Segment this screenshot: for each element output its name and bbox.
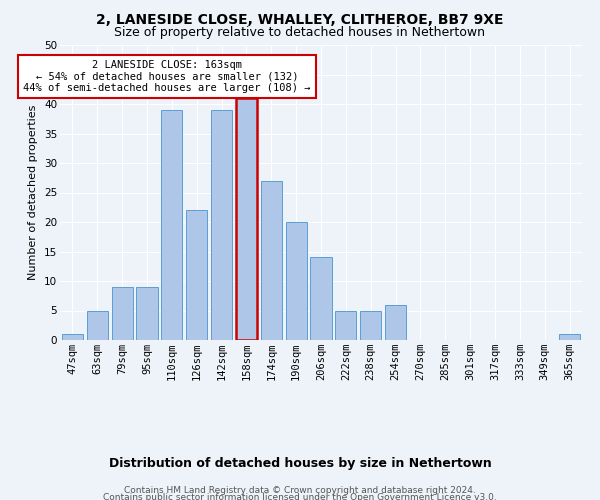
Bar bbox=[559, 334, 580, 340]
Y-axis label: Number of detached properties: Number of detached properties bbox=[28, 105, 38, 280]
Bar bbox=[161, 110, 182, 340]
Bar bbox=[360, 310, 381, 340]
Bar bbox=[236, 98, 257, 340]
Text: 2, LANESIDE CLOSE, WHALLEY, CLITHEROE, BB7 9XE: 2, LANESIDE CLOSE, WHALLEY, CLITHEROE, B… bbox=[96, 12, 504, 26]
Bar bbox=[335, 310, 356, 340]
Bar bbox=[211, 110, 232, 340]
Text: Contains public sector information licensed under the Open Government Licence v3: Contains public sector information licen… bbox=[103, 494, 497, 500]
Bar bbox=[112, 287, 133, 340]
Bar bbox=[310, 258, 332, 340]
Text: Distribution of detached houses by size in Nethertown: Distribution of detached houses by size … bbox=[109, 458, 491, 470]
Bar bbox=[261, 180, 282, 340]
Bar bbox=[62, 334, 83, 340]
Bar bbox=[286, 222, 307, 340]
Bar bbox=[136, 287, 158, 340]
Text: Contains HM Land Registry data © Crown copyright and database right 2024.: Contains HM Land Registry data © Crown c… bbox=[124, 486, 476, 495]
Text: Size of property relative to detached houses in Nethertown: Size of property relative to detached ho… bbox=[115, 26, 485, 39]
Bar bbox=[87, 310, 108, 340]
Bar bbox=[186, 210, 207, 340]
Bar bbox=[385, 304, 406, 340]
Text: 2 LANESIDE CLOSE: 163sqm
← 54% of detached houses are smaller (132)
44% of semi-: 2 LANESIDE CLOSE: 163sqm ← 54% of detach… bbox=[23, 60, 311, 93]
